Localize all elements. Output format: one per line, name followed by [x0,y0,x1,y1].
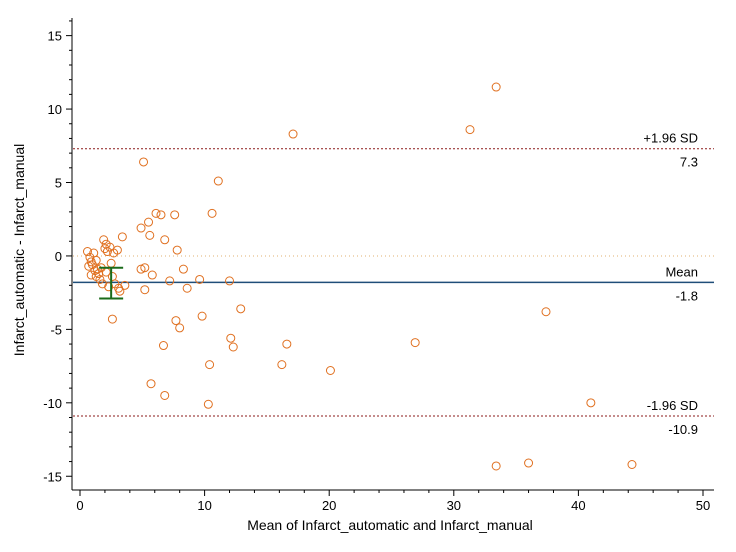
data-point [156,210,166,220]
data-point [586,398,596,408]
data-point [91,255,101,265]
data-point [225,276,235,286]
data-point [195,274,205,284]
data-point [627,460,637,469]
data-point [92,264,102,274]
data-point [165,276,175,286]
reference-lines: +1.96 SD 7.3 Mean -1.8 -1.96 SD -10.9 [73,131,714,437]
x-tick-label: 50 [696,498,710,513]
x-tick-label: 40 [571,498,585,513]
data-point [106,258,116,268]
x-tick-label: 20 [322,498,336,513]
data-point [282,339,292,349]
data-point [107,272,117,281]
data-point [207,208,217,218]
y-tick-label: 10 [48,102,62,117]
upper-limit-value: 7.3 [680,155,698,170]
data-point [151,208,161,218]
lower-limit-label: -1.96 SD [647,398,698,413]
data-point [101,239,111,249]
y-tick-label: 5 [55,176,62,191]
data-point [170,210,180,220]
data-point [100,244,110,254]
mean-value: -1.8 [676,288,698,303]
y-tick-label: 15 [48,29,62,44]
upper-limit-label: +1.96 SD [643,131,698,146]
x-tick-label: 10 [197,498,211,513]
data-point [465,125,475,135]
data-point [410,338,420,348]
data-point [213,176,223,186]
data-point [136,223,146,233]
data-point [182,283,192,293]
data-point [107,314,117,324]
data-point [120,280,130,290]
data-point [160,390,170,400]
data-point [228,342,238,352]
data-point [158,341,168,351]
mean-confidence-interval [99,266,124,300]
data-point [277,360,287,370]
data-point [541,307,551,317]
data-point [95,274,105,284]
x-tick-label: 30 [447,498,461,513]
data-point [99,235,109,245]
data-point [147,270,157,280]
data-point [491,82,501,92]
mean-label: Mean [665,264,698,279]
data-point [112,245,122,255]
data-point [175,323,185,333]
data-point [288,129,298,139]
data-point [104,282,114,292]
data-point [145,230,155,240]
y-tick-label: 0 [55,249,62,264]
data-point [491,461,501,471]
x-tick-label: 0 [76,498,83,513]
data-point [86,270,96,280]
data-points [82,82,637,471]
data-point [203,399,213,409]
data-point [226,333,236,343]
data-point [117,232,127,242]
data-point [205,360,215,370]
y-tick-label: -5 [50,322,62,337]
data-point [84,261,94,271]
data-point [97,279,107,289]
data-point [325,366,335,375]
data-point [82,247,92,257]
x-axis-label: Mean of Infarct_automatic and Infarct_ma… [247,517,533,533]
data-point [197,311,207,321]
data-point [524,458,534,468]
data-point [102,247,112,257]
data-point [236,304,246,314]
y-axis-label: Infarct_automatic - Infarct_manual [11,144,27,356]
data-point [172,245,182,255]
data-point [146,379,156,389]
data-point [160,235,170,245]
lower-limit-value: -10.9 [668,422,698,437]
data-point [140,263,150,273]
data-point [136,264,146,274]
data-point [140,285,150,295]
data-point [139,157,149,167]
y-tick-label: -15 [43,469,62,484]
data-point [171,316,181,326]
y-tick-label: -10 [43,396,62,411]
data-point [115,286,125,296]
data-point [144,217,154,227]
data-point [178,264,188,274]
